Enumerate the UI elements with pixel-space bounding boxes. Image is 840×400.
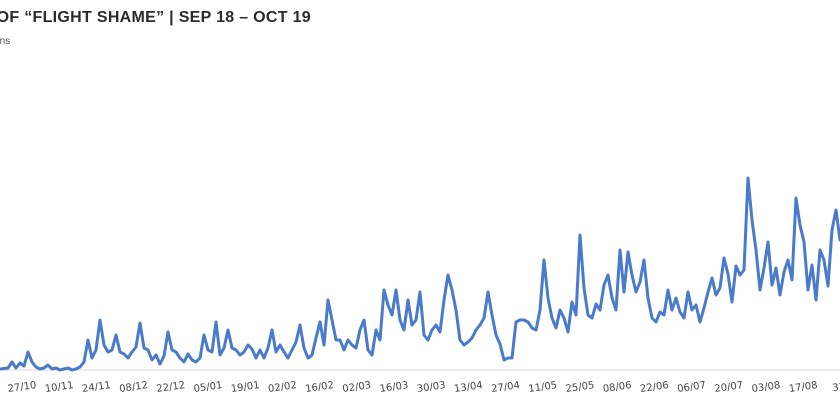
x-tick-label: 08/06 [602,380,632,395]
x-tick-label: 16/03 [379,380,409,395]
x-tick-label: 24/11 [81,380,111,395]
x-tick-label: 11/05 [528,380,558,395]
series-layer [0,176,840,372]
x-tick-label: 06/07 [677,380,707,395]
x-tick-label: 30/03 [416,380,446,395]
x-tick-label: 27/04 [491,380,521,395]
x-tick-label: 10/11 [44,380,74,395]
chart-subtitle: entions [0,36,11,47]
x-tick-label: 16/02 [305,380,335,395]
x-tick-label: 25/05 [565,380,595,395]
x-tick-label: 19/01 [230,380,260,395]
x-tick-label: 03/08 [751,380,781,395]
x-tick-label: 22/06 [639,380,669,395]
x-tick-label: 05/01 [193,380,223,395]
x-tick-label: 08/12 [119,380,149,395]
chart-title: TH OF “FLIGHT SHAME” | SEP 18 – OCT 19 [0,9,311,26]
x-tick-label: 22/12 [156,380,186,395]
x-tick-label: 13/04 [453,380,483,395]
series-line-0 [0,176,840,372]
x-tick-label: 27/10 [7,380,37,395]
x-tick-label: 02/03 [342,380,372,395]
x-tick-label: 17/08 [788,380,818,395]
x-tick-label: 20/07 [714,380,744,395]
x-tick-label: 02/02 [267,380,297,395]
x-tick-label: 31/ [832,381,840,394]
x-axis-tick-labels: 27/10 10/11 24/11 08/12 22/12 05/01 19/01 02/02… [7,380,840,395]
